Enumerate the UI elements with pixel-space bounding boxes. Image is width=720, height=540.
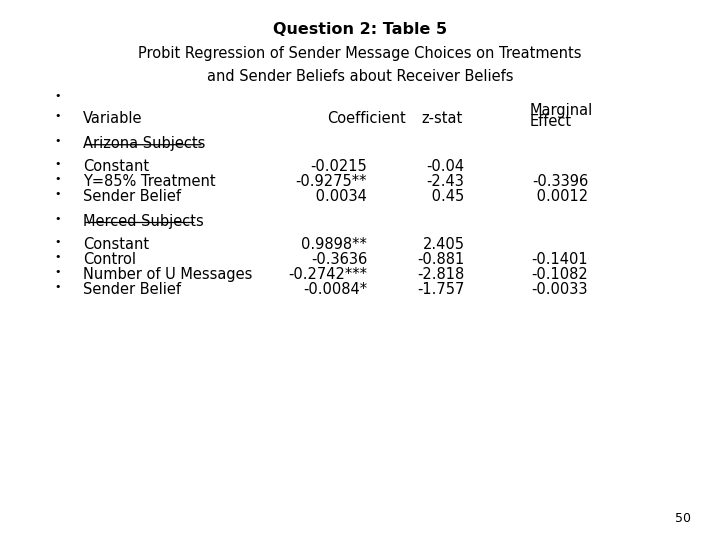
Text: -0.1082: -0.1082 <box>531 267 588 282</box>
Text: Probit Regression of Sender Message Choices on Treatments: Probit Regression of Sender Message Choi… <box>138 46 582 61</box>
Text: 0.45: 0.45 <box>427 189 464 204</box>
Text: -0.3396: -0.3396 <box>532 174 588 189</box>
Text: -0.04: -0.04 <box>426 159 464 174</box>
Text: 0.0012: 0.0012 <box>532 189 588 204</box>
Text: Number of U Messages: Number of U Messages <box>83 267 252 282</box>
Text: •: • <box>54 159 60 169</box>
Text: •: • <box>54 136 60 146</box>
Text: •: • <box>54 237 60 247</box>
Text: -0.0084*: -0.0084* <box>303 282 367 297</box>
Text: 2.405: 2.405 <box>423 237 464 252</box>
Text: 50: 50 <box>675 512 691 525</box>
Text: •: • <box>54 252 60 262</box>
Text: -2.43: -2.43 <box>426 174 464 189</box>
Text: •: • <box>54 174 60 184</box>
Text: Constant: Constant <box>83 159 149 174</box>
Text: -0.3636: -0.3636 <box>311 252 367 267</box>
Text: •: • <box>54 267 60 277</box>
Text: Control: Control <box>83 252 136 267</box>
Text: 0.0034: 0.0034 <box>311 189 367 204</box>
Text: •: • <box>54 111 60 121</box>
Text: Sender Belief: Sender Belief <box>83 189 181 204</box>
Text: Marginal: Marginal <box>529 103 593 118</box>
Text: and Sender Beliefs about Receiver Beliefs: and Sender Beliefs about Receiver Belief… <box>207 69 513 84</box>
Text: -0.881: -0.881 <box>417 252 464 267</box>
Text: •: • <box>54 189 60 199</box>
Text: Arizona Subjects: Arizona Subjects <box>83 136 205 151</box>
Text: 0.9898**: 0.9898** <box>302 237 367 252</box>
Text: -0.0215: -0.0215 <box>310 159 367 174</box>
Text: •: • <box>54 282 60 292</box>
Text: •: • <box>54 214 60 224</box>
Text: Merced Subjects: Merced Subjects <box>83 214 204 229</box>
Text: -2.818: -2.818 <box>417 267 464 282</box>
Text: -0.2742***: -0.2742*** <box>288 267 367 282</box>
Text: -0.0033: -0.0033 <box>532 282 588 297</box>
Text: Y=85% Treatment: Y=85% Treatment <box>83 174 215 189</box>
Text: -0.9275**: -0.9275** <box>296 174 367 189</box>
Text: Coefficient: Coefficient <box>328 111 406 126</box>
Text: -1.757: -1.757 <box>417 282 464 297</box>
Text: •: • <box>54 91 60 101</box>
Text: Constant: Constant <box>83 237 149 252</box>
Text: z-stat: z-stat <box>421 111 462 126</box>
Text: Variable: Variable <box>83 111 143 126</box>
Text: Question 2: Table 5: Question 2: Table 5 <box>273 22 447 37</box>
Text: Effect: Effect <box>529 114 572 130</box>
Text: Sender Belief: Sender Belief <box>83 282 181 297</box>
Text: -0.1401: -0.1401 <box>531 252 588 267</box>
